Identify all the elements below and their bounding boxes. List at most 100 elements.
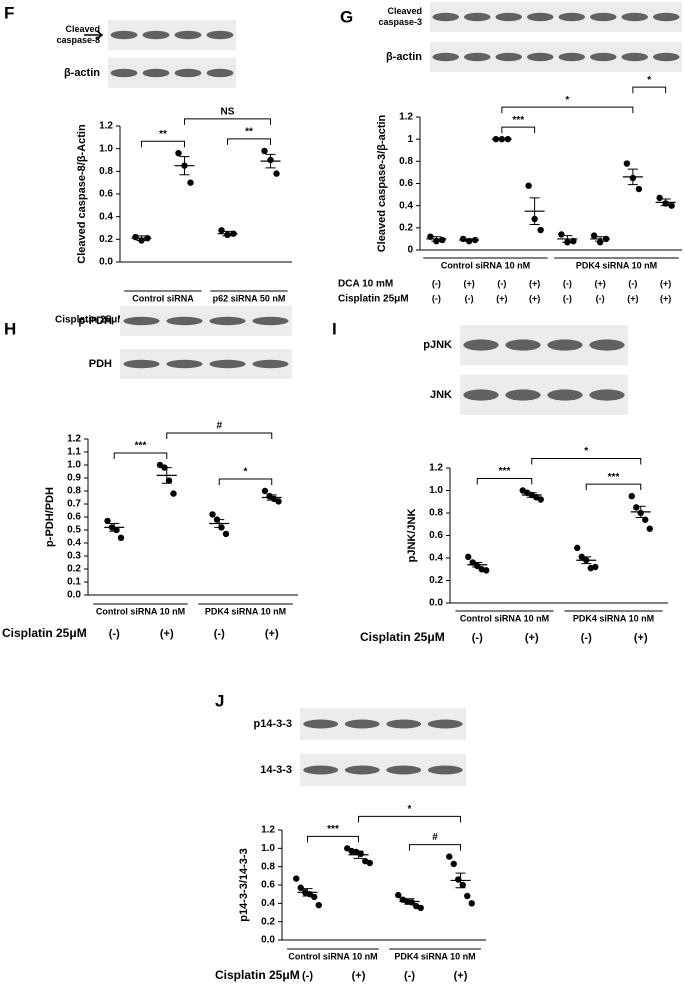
data-point [132,233,139,241]
blot-band [432,12,459,22]
significance-bracket [409,844,461,851]
group-label: PDK4 siRNA 10 nM [394,951,475,961]
data-point [275,498,282,505]
y-axis-label: p14-3-3/14-3-3 [238,848,250,921]
data-point [468,900,475,907]
data-point [293,875,300,882]
y-tick-label: 1 [407,134,413,145]
y-axis-label: p-PDH/PDH [44,487,56,547]
blot-band [206,30,234,40]
y-tick-label: 0.8 [399,156,413,167]
blot-band [174,30,202,40]
blot-label: Cleaved [387,6,422,16]
data-point [395,891,402,899]
blot-band [344,765,380,775]
blot-band [427,719,463,729]
condition-name: Cisplatin 25μM [215,968,300,982]
significance-bracket [501,126,536,134]
y-tick-label: 0.2 [99,234,113,245]
data-point [261,147,268,155]
y-tick-label: 0.8 [429,508,443,519]
blot-band [589,389,625,401]
y-tick-label: 1.0 [261,843,275,854]
group-label: PDK4 siRNA 10 nM [205,606,286,616]
significance-bracket [632,86,667,94]
arrow [84,30,104,40]
group-label: Control siRNA 10 nM [96,606,185,616]
y-tick-label: 0.0 [429,598,443,609]
condition-value: (+) [660,278,671,288]
significance-bracket [358,815,461,823]
y-tick-label: 1.2 [261,825,275,836]
data-point [218,227,225,234]
y-tick-label: 1.2 [399,112,413,123]
significance-label: * [244,467,248,478]
blot-band [303,765,339,775]
data-point [459,881,466,889]
condition-value: (+) [352,970,366,982]
data-point [446,853,453,860]
y-tick-label: 0.0 [67,590,81,601]
y-tick-label: 0.4 [429,553,443,564]
condition-value: (+) [627,293,638,303]
y-tick-label: 1.2 [67,434,81,445]
significance-bracket [307,835,359,843]
data-point [187,179,194,186]
condition-value: (-) [432,278,441,288]
blot-band [463,339,499,351]
blot-band [142,30,170,40]
blot-band [386,719,422,729]
y-tick-label: 0.6 [429,530,443,541]
group-label: PDK4 siRNA 10 nM [576,260,657,270]
blot-band [495,12,522,22]
significance-label: *** [135,441,147,452]
blot-label: pJNK [423,339,452,351]
data-point [464,892,471,900]
y-tick-label: 0.1 [67,577,81,588]
significance-bracket [141,140,185,148]
data-point [628,492,635,500]
significance-label: ** [159,129,167,140]
blot-band [558,52,585,62]
data-point [465,553,472,561]
y-axis-label: Cleaved caspase-3/β-actin [376,114,388,252]
blot-band [123,359,160,369]
group-label: Control siRNA 10 nM [288,951,377,961]
condition-value: (+) [595,278,606,288]
data-point [165,477,173,484]
data-point [104,517,111,525]
group-label: Control siRNA 10 nM [441,260,530,270]
data-point [483,567,490,574]
significance-label: *** [608,472,620,483]
error-bar [161,467,172,484]
condition-value: (-) [497,278,506,288]
blot-label: β-actin [386,51,422,63]
y-tick-label: 0.2 [67,564,81,575]
condition-name: DCA 10 mM [338,279,393,290]
y-tick-label: 0.4 [99,211,113,222]
y-tick-label: 0.4 [261,898,275,909]
group-label: p62 siRNA 50 nM [213,293,286,303]
condition-value: (+) [160,628,174,640]
significance-label: NS [221,107,235,118]
condition-value: (-) [563,278,572,288]
blot-label: JNK [430,389,452,401]
y-tick-label: 0.6 [261,880,275,891]
panel-letter: H [4,319,16,338]
panel-letter: F [4,3,14,22]
blot-band [209,359,246,369]
error-bar [529,197,540,226]
data-point [209,511,216,518]
data-point [635,185,643,193]
condition-value: (-) [302,970,313,982]
y-tick-label: 0.6 [67,512,81,523]
data-point [170,490,177,497]
condition-value: (-) [581,632,592,644]
error-bar [595,236,606,242]
significance-bracket [227,138,271,145]
blot-band [590,12,617,22]
blot-band [142,68,170,78]
y-tick-label: 0.9 [67,473,81,484]
error-bar [214,519,225,528]
data-point [297,884,304,891]
